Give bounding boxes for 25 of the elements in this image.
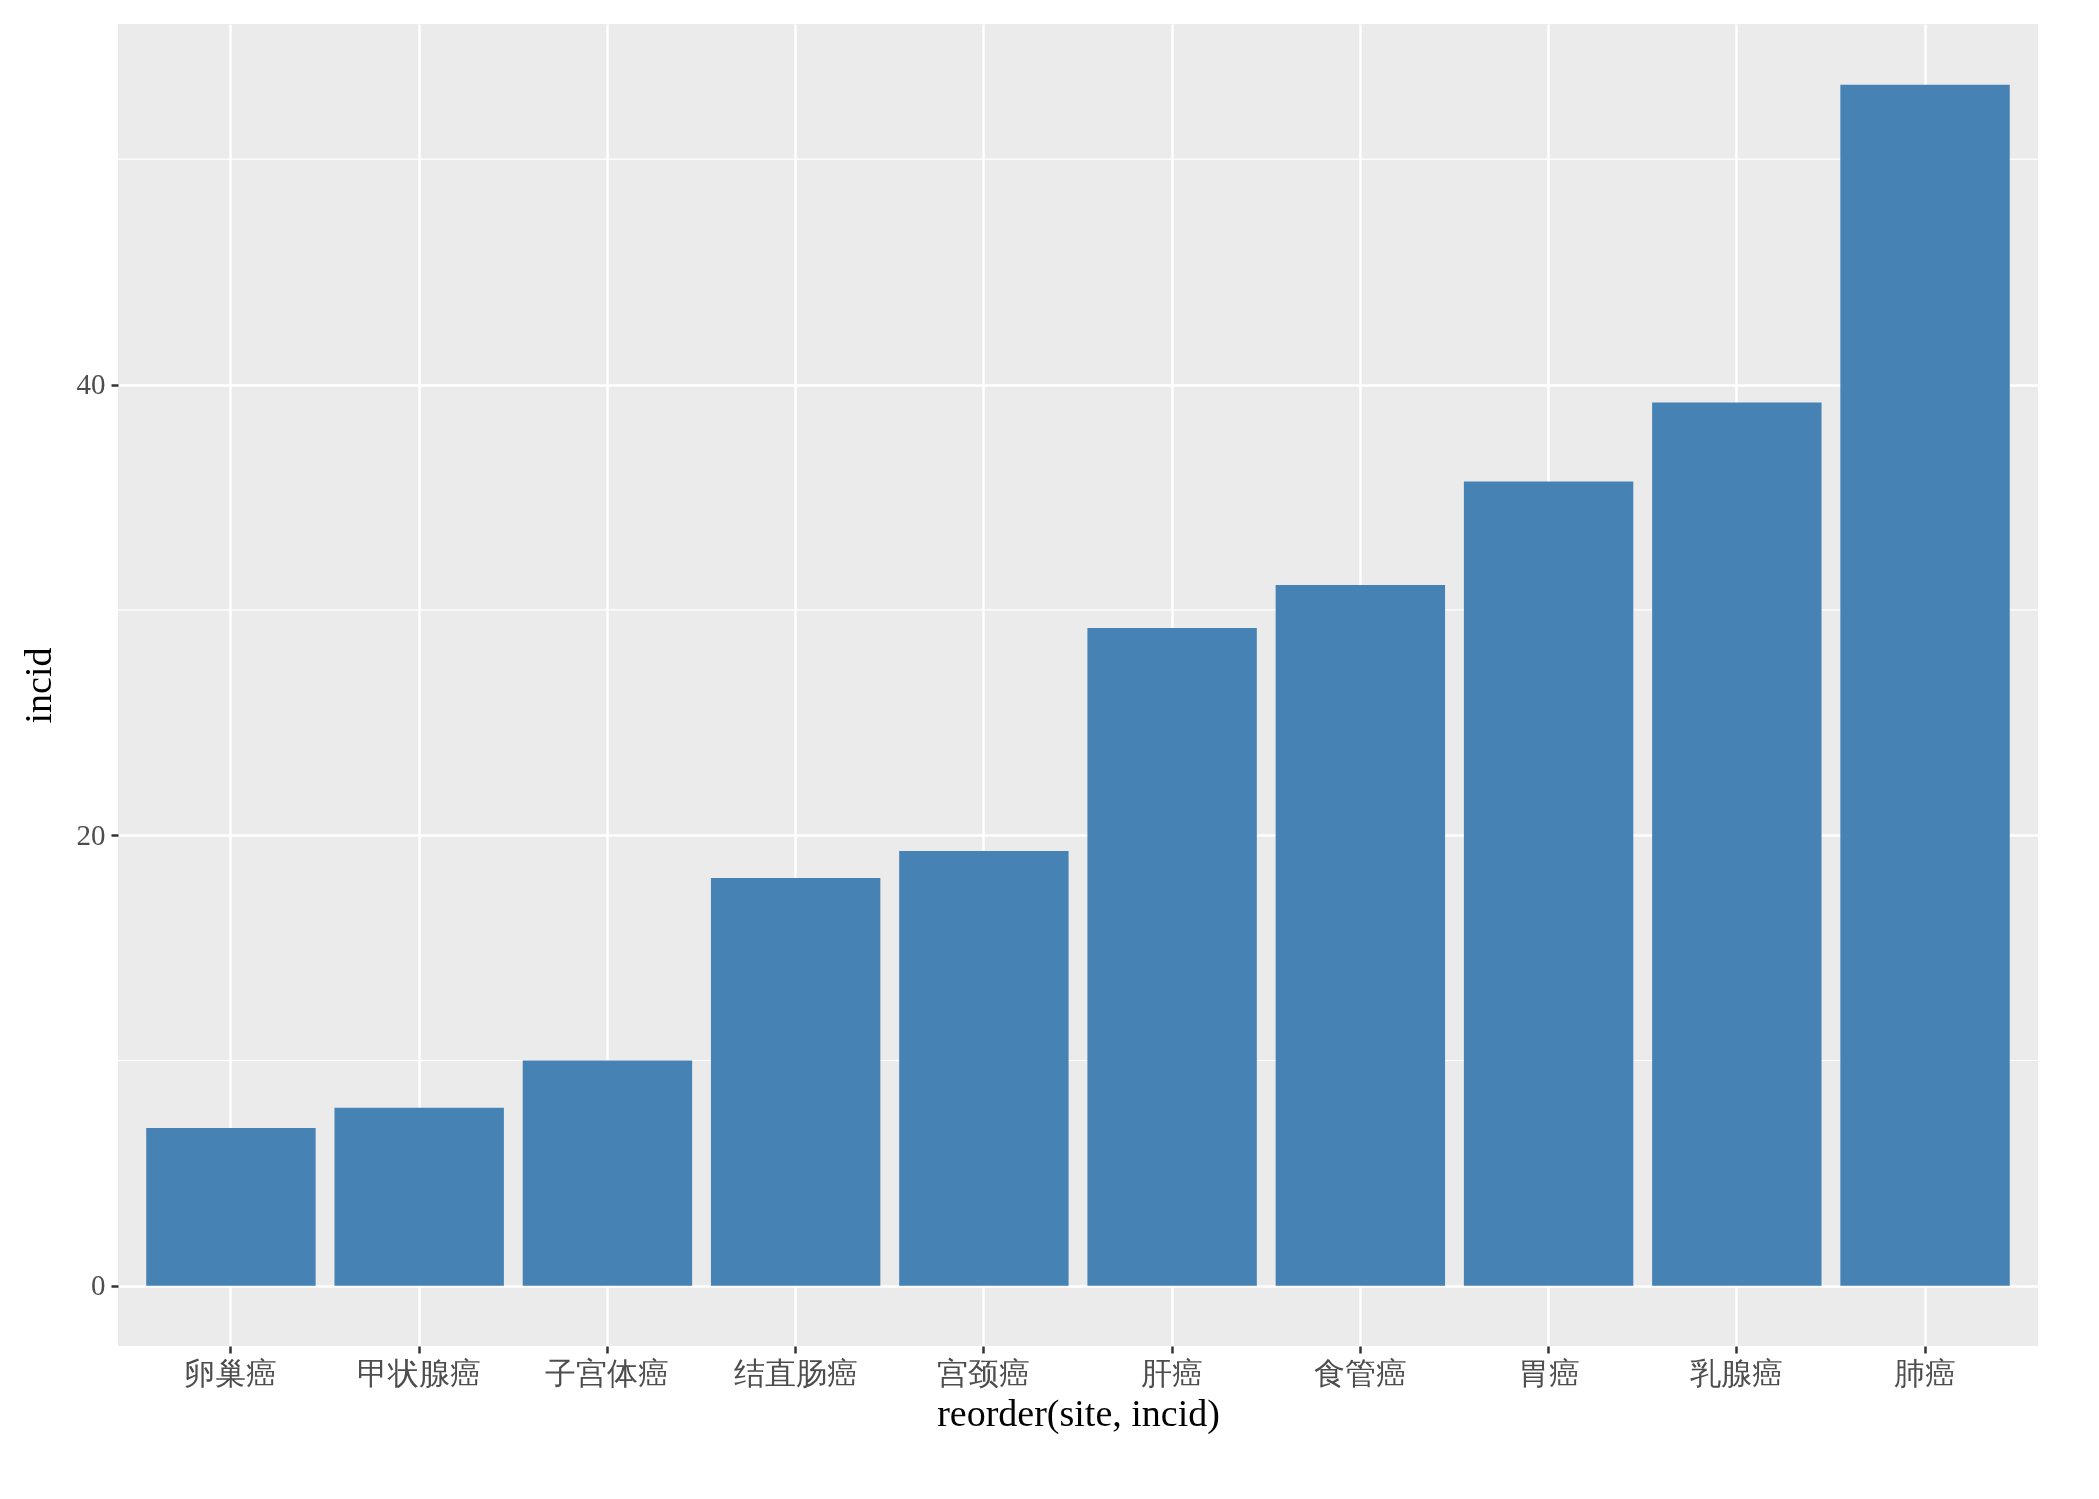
bar — [1463, 481, 1634, 1286]
y-axis-title: incid — [16, 647, 59, 724]
bar — [334, 1107, 504, 1286]
y-tick-label: 0 — [91, 1269, 106, 1302]
x-tick-label: 甲状腺癌 — [357, 1355, 482, 1391]
x-tick-label: 肺癌 — [1894, 1355, 1957, 1391]
x-tick-label: 乳腺癌 — [1690, 1355, 1784, 1391]
x-tick-label: 子宫体癌 — [545, 1355, 670, 1391]
x-tick-label: 肝癌 — [1141, 1355, 1204, 1391]
x-tick-label: 结直肠癌 — [733, 1355, 858, 1391]
y-tick-label: 40 — [76, 368, 106, 401]
bar — [1652, 402, 1822, 1286]
x-tick-label: 宫颈癌 — [937, 1355, 1031, 1391]
x-tick-label: 卵巢癌 — [184, 1355, 278, 1391]
x-tick-label: 食管癌 — [1313, 1355, 1407, 1391]
bar — [1275, 585, 1446, 1286]
bar — [1087, 627, 1257, 1286]
bar — [146, 1128, 316, 1286]
bar — [899, 850, 1069, 1286]
bar — [710, 877, 881, 1286]
bar — [522, 1060, 693, 1286]
x-tick-label: 胃癌 — [1517, 1355, 1580, 1391]
x-axis-title: reorder(site, incid) — [937, 1391, 1220, 1435]
bar — [1840, 84, 2010, 1286]
y-tick-label: 20 — [76, 818, 106, 851]
